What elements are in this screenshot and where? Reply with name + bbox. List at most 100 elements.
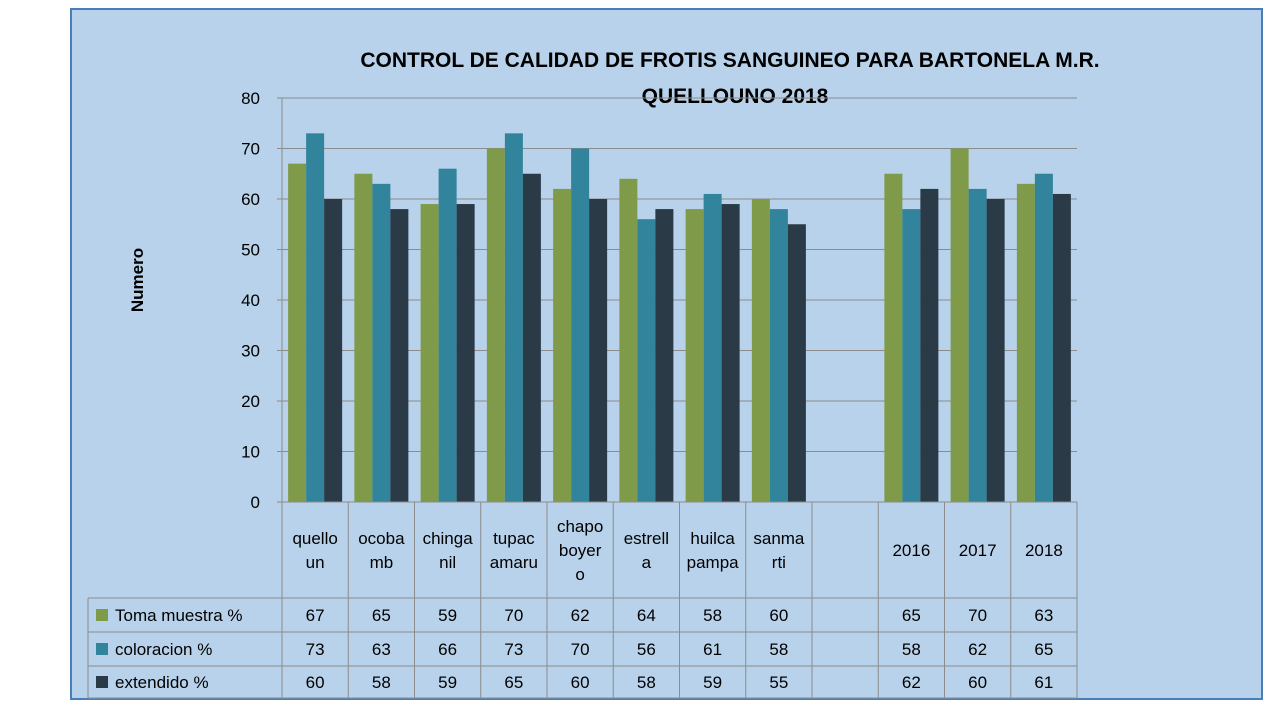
x-category-label-line: un: [306, 553, 325, 572]
bar: [390, 209, 409, 502]
table-value: 65: [902, 606, 921, 625]
bar: [986, 199, 1005, 502]
table-value: 62: [968, 640, 987, 659]
y-tick-label: 80: [241, 89, 260, 108]
table-value: 58: [769, 640, 788, 659]
bar: [486, 148, 505, 502]
table-value: 61: [703, 640, 722, 659]
x-category-label-line: boyer: [559, 541, 602, 560]
bar: [637, 219, 656, 502]
table-value: 65: [504, 673, 523, 692]
legend-label: extendido %: [115, 673, 209, 692]
table-value: 63: [372, 640, 391, 659]
table-value: 70: [571, 640, 590, 659]
bar: [685, 209, 704, 502]
bar: [288, 163, 307, 502]
table-value: 62: [902, 673, 921, 692]
x-category-label: quello un: [292, 529, 337, 572]
bar: [354, 173, 373, 502]
bar: [884, 173, 903, 502]
bar: [420, 204, 439, 503]
table-value: 73: [306, 640, 325, 659]
chart-title-line-2: QUELLOUNO 2018: [642, 85, 829, 108]
x-category-label: 2017: [959, 541, 997, 560]
table-value: 62: [571, 606, 590, 625]
legend-label: Toma muestra %: [115, 606, 243, 625]
x-category-label-line: chapo: [557, 517, 603, 536]
y-axis-label: Numero: [128, 248, 147, 312]
bar: [1034, 173, 1053, 502]
table-value: 58: [372, 673, 391, 692]
x-category-label: chapo boyer o: [557, 517, 603, 584]
legend-label: coloracion %: [115, 640, 212, 659]
bar: [1016, 183, 1035, 502]
y-tick-label: 10: [241, 443, 260, 462]
x-category-label-line: quello: [292, 529, 337, 548]
table-value: 55: [769, 673, 788, 692]
y-tick-label: 40: [241, 291, 260, 310]
table-value: 67: [306, 606, 325, 625]
bar: [456, 204, 475, 503]
x-category-label: chinga nil: [423, 529, 474, 572]
data-table: quello un ocoba mb chinga nil tupac amaru chapo b…: [87, 501, 1078, 699]
x-category-label-line: mb: [370, 553, 394, 572]
bar: [372, 183, 391, 502]
bar: [571, 148, 590, 502]
table-value: 61: [1034, 673, 1053, 692]
x-category-label: sanma rti: [753, 529, 805, 572]
legend-swatch: [96, 609, 108, 621]
table-value: 58: [637, 673, 656, 692]
x-category-label: huilca pampa: [687, 529, 740, 572]
table-value: 60: [306, 673, 325, 692]
x-category-label-line: chinga: [423, 529, 474, 548]
x-category-label-line: sanma: [753, 529, 805, 548]
x-category-label: estrell a: [624, 529, 669, 572]
table-value: 70: [504, 606, 523, 625]
x-category-label-line: 2017: [959, 541, 997, 560]
table-value: 60: [571, 673, 590, 692]
y-tick-label: 60: [241, 190, 260, 209]
bar: [1052, 193, 1071, 502]
bar: [902, 209, 921, 502]
bar: [504, 133, 523, 502]
bar: [619, 178, 638, 503]
table-value: 59: [703, 673, 722, 692]
bar: [306, 133, 325, 502]
table-value: 58: [902, 640, 921, 659]
bar: [769, 209, 788, 502]
legend-swatch: [96, 643, 108, 655]
y-tick-label: 30: [241, 342, 260, 361]
bar: [721, 204, 740, 503]
x-category-label-line: 2016: [892, 541, 930, 560]
y-tick-label: 70: [241, 140, 260, 159]
table-value: 60: [769, 606, 788, 625]
table-value: 65: [372, 606, 391, 625]
table-value: 73: [504, 640, 523, 659]
x-category-label: ocoba mb: [358, 529, 405, 572]
table-value: 70: [968, 606, 987, 625]
x-category-label-line: 2018: [1025, 541, 1063, 560]
bar: [703, 193, 722, 502]
bar: [787, 224, 806, 502]
table-value: 59: [438, 673, 457, 692]
table-value: 56: [637, 640, 656, 659]
x-category-label: 2016: [892, 541, 930, 560]
bar: [589, 199, 608, 502]
bars: [288, 133, 1071, 503]
x-category-label: 2018: [1025, 541, 1063, 560]
bar: [553, 188, 572, 502]
y-tick-label: 50: [241, 241, 260, 260]
bar: [655, 209, 674, 502]
table-value: 60: [968, 673, 987, 692]
bar: [968, 188, 987, 502]
x-category-label-line: nil: [439, 553, 456, 572]
table-value: 64: [637, 606, 656, 625]
table-value: 59: [438, 606, 457, 625]
x-category-label-line: estrell: [624, 529, 669, 548]
legend-swatch: [96, 676, 108, 688]
x-category-label-line: huilca: [690, 529, 735, 548]
bar: [751, 199, 770, 502]
x-category-label-line: amaru: [490, 553, 538, 572]
bar: [324, 199, 343, 502]
